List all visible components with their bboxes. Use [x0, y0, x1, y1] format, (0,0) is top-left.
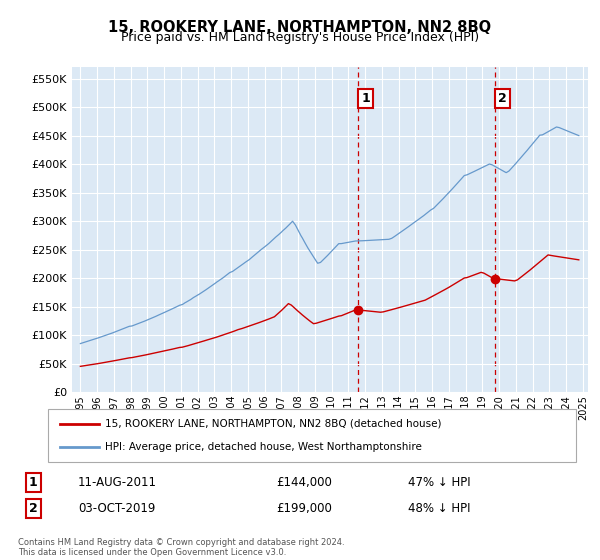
Text: 15, ROOKERY LANE, NORTHAMPTON, NN2 8BQ (detached house): 15, ROOKERY LANE, NORTHAMPTON, NN2 8BQ (… [105, 419, 442, 429]
Text: Price paid vs. HM Land Registry's House Price Index (HPI): Price paid vs. HM Land Registry's House … [121, 31, 479, 44]
Text: £199,000: £199,000 [276, 502, 332, 515]
Text: £144,000: £144,000 [276, 476, 332, 489]
Text: Contains HM Land Registry data © Crown copyright and database right 2024.
This d: Contains HM Land Registry data © Crown c… [18, 538, 344, 557]
Text: 1: 1 [29, 476, 37, 489]
Text: 11-AUG-2011: 11-AUG-2011 [78, 476, 157, 489]
Text: 1: 1 [361, 92, 370, 105]
Text: 48% ↓ HPI: 48% ↓ HPI [408, 502, 470, 515]
Text: 03-OCT-2019: 03-OCT-2019 [78, 502, 155, 515]
Text: 2: 2 [29, 502, 37, 515]
Bar [358, 67, 495, 392]
Text: HPI: Average price, detached house, West Northamptonshire: HPI: Average price, detached house, West… [105, 442, 422, 452]
Text: 47% ↓ HPI: 47% ↓ HPI [408, 476, 470, 489]
Text: 2: 2 [499, 92, 507, 105]
Text: 15, ROOKERY LANE, NORTHAMPTON, NN2 8BQ: 15, ROOKERY LANE, NORTHAMPTON, NN2 8BQ [109, 20, 491, 35]
